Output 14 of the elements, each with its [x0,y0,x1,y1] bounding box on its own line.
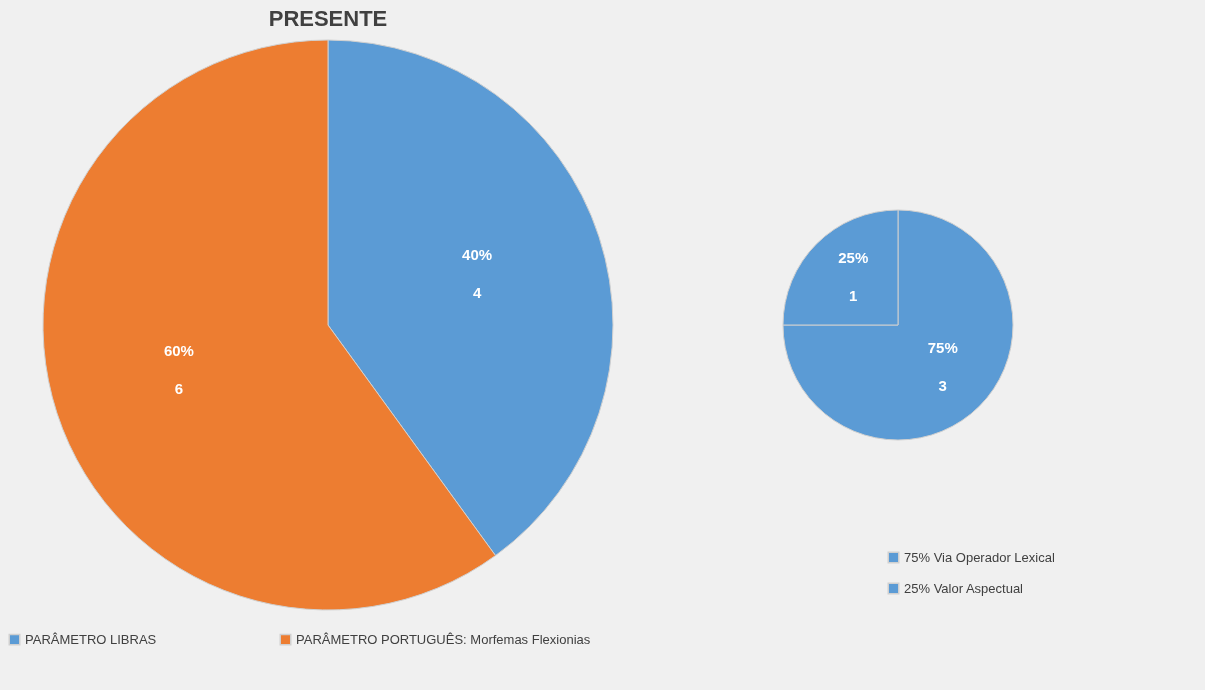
pie-slice [782,209,1014,441]
data-label: 75% [927,338,958,356]
chart-title: PRESENTE [268,6,388,31]
text: 1 [849,287,858,305]
legend-label: 75% Via Operador Lexical [904,549,1055,565]
data-label: 60% [163,342,194,360]
legend-label: 25% Valor Aspectual [904,580,1024,596]
data-label: 40% [462,245,493,263]
legend-label: PARÂMETRO PORTUGUÊS: Morfemas Flexionias [296,631,591,647]
text: 3 [938,376,947,394]
text: 4 [472,283,482,301]
text: 6 [174,380,184,398]
legend-label: PARÂMETRO LIBRAS [25,631,157,647]
data-label: 25% [838,249,869,267]
